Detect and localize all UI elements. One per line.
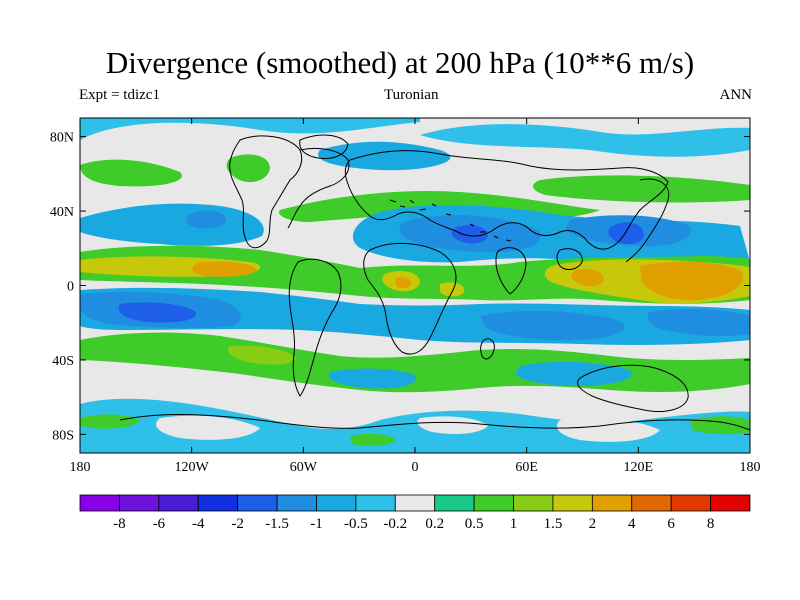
lat-tick-label: 40S xyxy=(52,354,74,369)
contour-fill xyxy=(192,261,256,277)
contour-fill xyxy=(318,141,451,171)
contour-fill xyxy=(80,159,182,187)
colorbar-label: 0.5 xyxy=(465,516,484,532)
colorbar-label: -2 xyxy=(231,516,244,532)
chart-title: Divergence (smoothed) at 200 hPa (10**6 … xyxy=(105,45,695,80)
coastline-east-asia xyxy=(625,178,670,263)
coastline-tethys-islands xyxy=(389,199,512,242)
colorbar-swatch xyxy=(631,494,672,512)
coastline-greenland xyxy=(299,134,349,159)
contour-fill xyxy=(690,416,750,435)
contour-fill xyxy=(186,210,227,229)
contour-fill xyxy=(226,154,270,183)
colorbar-swatch xyxy=(552,494,593,512)
lat-tick-label: 0 xyxy=(67,280,74,295)
colorbar-label: -1.5 xyxy=(265,516,289,532)
contour-fill xyxy=(556,418,660,442)
experiment-label: Expt = tdizc1 xyxy=(79,87,160,103)
lon-tick-label: 60W xyxy=(290,460,318,475)
coastline-antarctica xyxy=(119,414,750,431)
contour-fill xyxy=(80,118,420,140)
colorbar-label: -6 xyxy=(153,516,166,532)
colorbar-swatch xyxy=(670,494,711,512)
colorbar-swatch xyxy=(591,494,633,512)
contour-fill xyxy=(647,309,750,337)
contour-fill xyxy=(328,368,417,389)
colorbar-swatch xyxy=(473,494,514,512)
coastline-africa xyxy=(363,242,457,355)
colorbar-swatch xyxy=(119,494,160,512)
latitude-axis: 80N 40N 0 40S 80S xyxy=(50,131,750,443)
colorbar-label: 1 xyxy=(510,516,518,532)
colorbar-label: 8 xyxy=(707,516,715,532)
colorbar-label: 6 xyxy=(667,516,675,532)
coastline-north-america-east xyxy=(287,147,350,229)
contour-fill xyxy=(80,414,140,429)
colorbar-swatch xyxy=(79,494,120,512)
coastline-india xyxy=(495,247,527,295)
contour-fill xyxy=(451,225,488,244)
contour-fill xyxy=(350,433,396,447)
lon-tick-label: 60E xyxy=(515,460,538,475)
colorbar-swatch xyxy=(710,494,751,512)
colorbar-label: -4 xyxy=(192,516,205,532)
colorbar-label: 2 xyxy=(589,516,597,532)
colorbar-label: 4 xyxy=(628,516,636,532)
colorbar-label: -1 xyxy=(310,516,323,532)
colorbar-label: -0.2 xyxy=(383,516,407,532)
contour-fill xyxy=(640,261,744,301)
contour-fill xyxy=(420,124,750,157)
colorbar-label: -8 xyxy=(113,516,126,532)
coastline-europe-asia xyxy=(344,150,669,250)
coastlines xyxy=(119,134,750,431)
contour-fill xyxy=(228,345,296,365)
coastline-southeast-asia xyxy=(556,248,583,270)
lat-tick-label: 40N xyxy=(50,205,74,220)
colorbar-swatch xyxy=(237,494,278,512)
colorbar-label: -0.5 xyxy=(344,516,368,532)
lat-tick-label: 80N xyxy=(50,131,74,146)
colorbar: -8 -6 -4 -2 -1.5 -1 -0.5 -0.2 0.2 0.5 1 1.5 2 4 6 8 xyxy=(79,494,751,532)
field-layer xyxy=(80,118,750,453)
contour-fill xyxy=(515,361,632,386)
colorbar-label: 1.5 xyxy=(544,516,563,532)
colorbar-swatch xyxy=(394,494,436,512)
season-label: ANN xyxy=(719,87,753,103)
colorbar-swatch xyxy=(316,494,357,512)
period-label: Turonian xyxy=(384,87,439,103)
contour-fill xyxy=(480,310,625,341)
colorbar-swatch xyxy=(355,494,396,512)
lon-tick-label: 180 xyxy=(740,460,761,475)
lat-tick-label: 80S xyxy=(52,428,74,443)
contour-fill xyxy=(608,222,645,245)
lon-tick-label: 180 xyxy=(70,460,91,475)
contour-fill xyxy=(440,282,465,297)
contour-fill xyxy=(571,268,605,287)
longitude-axis: 180 120W 60W 0 60E 120E 180 xyxy=(70,118,761,475)
coastline-madagascar xyxy=(480,338,495,360)
coastline-south-america xyxy=(288,258,342,397)
coastline-north-america xyxy=(229,135,303,249)
colorbar-label: 0.2 xyxy=(425,516,444,532)
colorbar-swatch xyxy=(434,494,475,512)
contour-fill xyxy=(118,302,197,323)
colorbar-swatch xyxy=(513,494,554,512)
colorbar-swatch xyxy=(158,494,199,512)
colorbar-swatch xyxy=(276,494,317,512)
contour-fill xyxy=(156,415,260,440)
contour-fill xyxy=(417,416,488,434)
colorbar-swatch xyxy=(197,494,239,512)
contour-fill xyxy=(533,175,750,203)
lon-tick-label: 120E xyxy=(624,460,654,475)
lon-tick-label: 120W xyxy=(175,460,210,475)
coastline-australia xyxy=(577,364,689,412)
contour-fill xyxy=(395,276,412,289)
lon-tick-label: 0 xyxy=(412,460,419,475)
